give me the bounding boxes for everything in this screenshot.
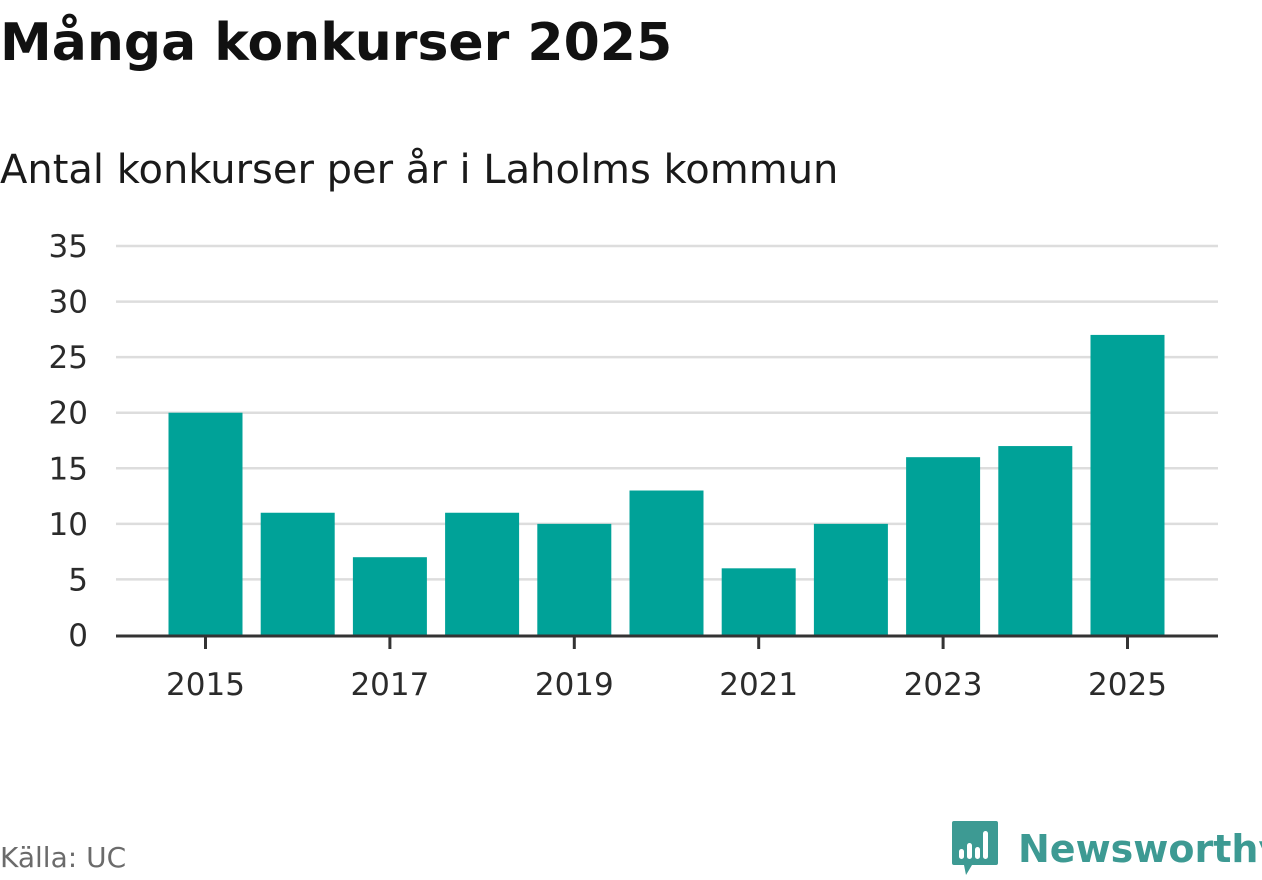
chart-subtitle: Antal konkurser per år i Laholms kommun [0, 147, 839, 193]
y-tick-label: 0 [68, 618, 88, 654]
y-tick-label: 25 [49, 340, 88, 376]
y-tick-label: 15 [49, 451, 88, 487]
y-tick-label: 20 [49, 396, 88, 432]
bar-2025 [1090, 334, 1165, 635]
x-tick-label: 2015 [166, 667, 245, 703]
bar-2020 [629, 490, 704, 635]
brand-name: Newsworthy [1018, 827, 1262, 871]
y-tick-label: 5 [68, 562, 88, 598]
brand-logo-group: Newsworthy [950, 818, 1262, 880]
y-tick-label: 35 [49, 229, 88, 265]
bar-2024 [998, 446, 1073, 635]
x-tick-label: 2021 [719, 667, 798, 703]
y-tick-label: 10 [49, 507, 88, 543]
bar-2023 [906, 457, 981, 635]
bar-2019 [537, 523, 612, 635]
source-note: Källa: UC [0, 841, 127, 874]
bar-2016 [260, 512, 335, 635]
chart-title: Många konkurser 2025 [0, 13, 673, 73]
bar-2015 [168, 412, 243, 635]
y-tick-label: 30 [49, 285, 88, 321]
x-tick-label: 2025 [1088, 667, 1167, 703]
bar-2018 [445, 512, 520, 635]
bar-2021 [721, 568, 796, 635]
x-tick-label: 2017 [350, 667, 429, 703]
bar-2022 [813, 523, 888, 635]
x-tick-label: 2023 [904, 667, 983, 703]
bar-2017 [352, 557, 427, 635]
newsworthy-logo-icon [952, 821, 998, 875]
x-tick-label: 2019 [535, 667, 614, 703]
